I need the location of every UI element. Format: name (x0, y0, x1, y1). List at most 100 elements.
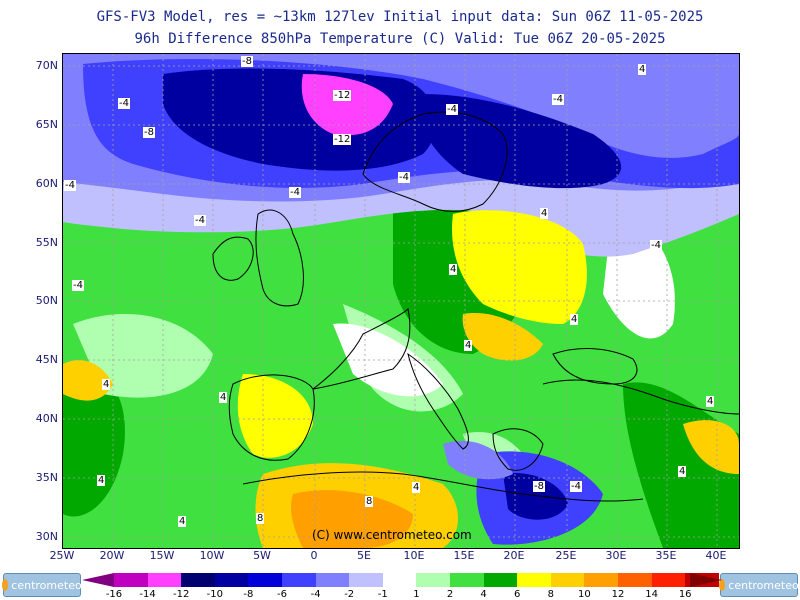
legend-value: -6 (277, 589, 287, 600)
legend-low-arrow-shape (82, 573, 114, 587)
coast-north-africa (242, 471, 644, 502)
legend-value: 10 (578, 589, 591, 600)
lat-label-45n: 45N (35, 353, 58, 366)
lon-label-5w: 5W (253, 549, 271, 562)
temperature-difference-map (62, 53, 740, 549)
legend-value: 6 (514, 589, 521, 600)
lat-label-60n: 60N (35, 177, 58, 190)
legend-high-arrow-shape (690, 573, 722, 587)
contour-label: 8 (256, 513, 265, 524)
lon-label-25w: 25W (49, 549, 75, 562)
logo-ring-icon (2, 579, 9, 591)
contour-label: 4 (540, 208, 549, 219)
contour-label: -4 (552, 94, 564, 105)
legend-value: 8 (547, 589, 554, 600)
coast-scandinavia (362, 111, 508, 212)
legend-value: -8 (243, 589, 254, 600)
graticule (63, 54, 739, 548)
contour-label: -4 (446, 104, 458, 115)
contour-label: 4 (638, 64, 647, 75)
legend-value: 14 (645, 589, 658, 600)
region-dark-green-atlantic (63, 373, 125, 517)
contour-label: 4 (464, 340, 473, 351)
region-magenta-cold-core (301, 74, 393, 136)
map-canvas (63, 54, 739, 548)
legend-swatch (382, 573, 417, 587)
field-title: 96h Difference 850hPa Temperature (C) Va… (134, 31, 666, 47)
contour-label: -12 (333, 134, 352, 145)
contour-label: -4 (118, 98, 130, 109)
legend-value: -1 (377, 589, 388, 600)
legend-swatch (584, 573, 619, 587)
lat-label-55n: 55N (35, 236, 58, 249)
legend-swatch (618, 573, 652, 587)
region-dark-blue-mediterranean (503, 473, 568, 520)
contour-label: 4 (449, 264, 458, 275)
lon-label-0: 0 (310, 549, 318, 562)
legend-value: -12 (173, 589, 190, 600)
contour-label: -8 (241, 56, 253, 67)
legend-swatch (450, 573, 484, 587)
model-title: GFS-FV3 Model, res = ~13km 127lev Initia… (96, 9, 704, 25)
legend-swatch (114, 573, 148, 587)
legend-value: 2 (446, 589, 454, 600)
lat-label-30n: 30N (35, 530, 58, 543)
legend-value: -4 (310, 589, 321, 600)
coast-italy (407, 352, 469, 450)
legend-value: -2 (344, 589, 355, 600)
coast-greece (492, 428, 544, 471)
lat-label-35n: 35N (35, 471, 58, 484)
contour-label: -4 (398, 172, 410, 183)
logo-ring-icon (719, 579, 726, 591)
coast-iberia (228, 374, 315, 461)
contour-label: -4 (650, 240, 662, 251)
region-orange-hungary (462, 313, 543, 361)
legend-value: 1 (413, 589, 420, 600)
legend-swatch (181, 573, 216, 587)
coastlines (212, 111, 739, 502)
legend-swatch (550, 573, 585, 587)
legend-swatch (483, 573, 518, 587)
region-orange-turkey (683, 420, 739, 474)
contour-label: 4 (706, 396, 715, 407)
lon-label-20e: 20E (503, 549, 525, 562)
contour-label: 4 (412, 482, 421, 493)
legend-value: -16 (105, 589, 123, 600)
legend-swatch (349, 573, 384, 587)
region-dark-blue-sweden (420, 94, 622, 189)
logo-text-right: centrometeo (728, 578, 799, 592)
legend-value: 4 (480, 589, 487, 600)
legend-swatch (315, 573, 350, 587)
contour-label: 4 (219, 392, 228, 403)
lon-label-30e: 30E (605, 549, 627, 562)
logo-text-left: centrometeo (11, 578, 82, 592)
centrometeo-logo-right[interactable]: centrometeo (719, 573, 799, 597)
legend-value: 12 (611, 589, 625, 600)
lon-label-5e: 5E (357, 549, 371, 562)
contour-label: 4 (678, 466, 687, 477)
contour-label: 4 (97, 475, 106, 486)
lon-label-10e: 10E (403, 549, 425, 562)
lon-label-10w: 10W (199, 549, 225, 562)
contour-label: -8 (143, 127, 155, 138)
contour-label: -4 (72, 280, 84, 291)
region-yellow-iberia (237, 374, 313, 458)
legend-swatch (282, 573, 316, 587)
region-light-blue-ionian (443, 440, 513, 480)
coast-black-sea (552, 348, 638, 385)
region-orange-atlantic (63, 360, 113, 401)
legend-swatch (517, 573, 552, 587)
contour-label: 4 (178, 516, 187, 527)
contour-label: -12 (333, 90, 352, 101)
legend-swatch (214, 573, 249, 587)
copyright-text: (C) www.centrometeo.com (312, 528, 472, 542)
contour-label: 4 (102, 379, 111, 390)
lon-label-15e: 15E (453, 549, 475, 562)
centrometeo-logo-left[interactable]: centrometeo (2, 573, 82, 597)
region-yellow-poland (452, 210, 587, 324)
coast-france (312, 307, 411, 390)
legend-swatch (147, 573, 182, 587)
legend-value: -10 (206, 589, 223, 600)
lat-label-50n: 50N (35, 294, 58, 307)
coast-great-britain (255, 209, 304, 307)
